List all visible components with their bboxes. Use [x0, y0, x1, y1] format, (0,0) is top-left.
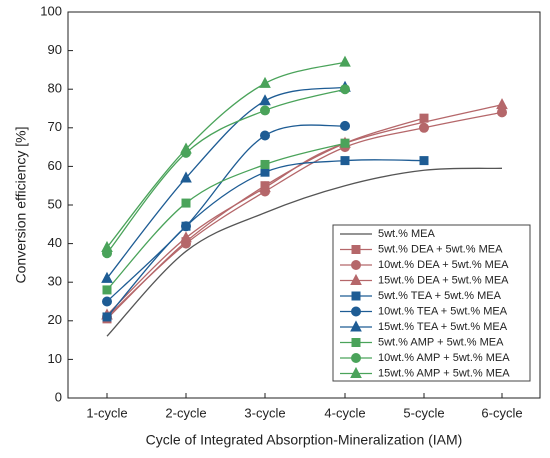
marker [180, 231, 192, 243]
legend-label: 10wt.% AMP + 5wt.% MEA [378, 352, 510, 364]
marker [259, 181, 271, 193]
marker [181, 198, 191, 208]
marker [180, 142, 192, 154]
marker [260, 167, 270, 177]
legend: 5wt.% MEA 5wt.% DEA + 5wt.% MEA 10wt.% DEA… [340, 228, 510, 379]
y-tick-label: 30 [48, 274, 62, 289]
marker [259, 76, 271, 88]
marker [350, 366, 362, 378]
legend-label: 10wt.% DEA + 5wt.% MEA [378, 259, 509, 271]
legend-box [332, 224, 531, 382]
series-line [106, 86, 346, 279]
y-tick-label: 40 [48, 235, 62, 250]
marker [260, 105, 270, 116]
x-tick-label: 2-cycle [165, 405, 206, 420]
y-tick-label: 70 [48, 119, 62, 134]
y-axis-title: Conversion efficiency [%] [13, 127, 29, 284]
x-tick-label: 6-cycle [481, 405, 522, 420]
y-tick-label: 0 [55, 389, 62, 404]
marker [101, 271, 113, 283]
marker [350, 273, 362, 285]
marker [351, 260, 361, 270]
legend-label: 5wt.% DEA + 5wt.% MEA [378, 243, 503, 255]
y-tick-label: 10 [48, 351, 62, 366]
legend-label: 10wt.% TEA + 5wt.% MEA [378, 305, 508, 317]
marker [419, 113, 429, 123]
y-tick-label: 100 [40, 3, 62, 18]
x-tick-label: 3-cycle [244, 405, 285, 420]
legend-label: 15wt.% DEA + 5wt.% MEA [378, 274, 509, 286]
marker [340, 120, 350, 131]
x-tick-label: 5-cycle [403, 405, 444, 420]
marker [260, 130, 270, 141]
legend-label: 15wt.% TEA + 5wt.% MEA [378, 321, 508, 333]
marker [180, 171, 192, 183]
x-axis-title: Cycle of Integrated Absorption-Mineraliz… [146, 432, 463, 448]
y-tick-label: 90 [48, 42, 62, 57]
series-line [106, 88, 346, 254]
legend-label: 5wt.% TEA + 5wt.% MEA [378, 290, 502, 302]
marker [101, 240, 113, 252]
marker [351, 338, 361, 347]
marker [339, 55, 351, 67]
marker [351, 245, 361, 254]
marker [351, 353, 361, 363]
series-line [106, 142, 346, 291]
marker [340, 138, 350, 148]
y-tick-label: 80 [48, 81, 62, 96]
marker [340, 156, 350, 166]
marker [496, 98, 508, 110]
legend-label: 5wt.% AMP + 5wt.% MEA [378, 336, 504, 348]
marker [351, 306, 361, 317]
legend-label: 5wt.% MEA [378, 228, 436, 240]
marker [181, 221, 191, 232]
x-tick-label: 4-cycle [324, 405, 365, 420]
marker [102, 296, 112, 307]
marker [497, 107, 507, 118]
series-line [106, 61, 346, 248]
marker [340, 84, 350, 95]
marker [419, 156, 429, 166]
marker [102, 285, 112, 295]
y-tick-label: 50 [48, 196, 62, 211]
y-tick-label: 20 [48, 312, 62, 327]
marker [259, 94, 271, 106]
marker [260, 159, 270, 169]
series-line [106, 167, 503, 337]
marker [102, 312, 112, 322]
marker [350, 320, 362, 332]
marker [351, 291, 361, 301]
marker [419, 122, 429, 133]
legend-label: 15wt.% AMP + 5wt.% MEA [378, 367, 510, 379]
x-tick-label: 1-cycle [86, 405, 127, 420]
y-tick-label: 60 [48, 158, 62, 173]
